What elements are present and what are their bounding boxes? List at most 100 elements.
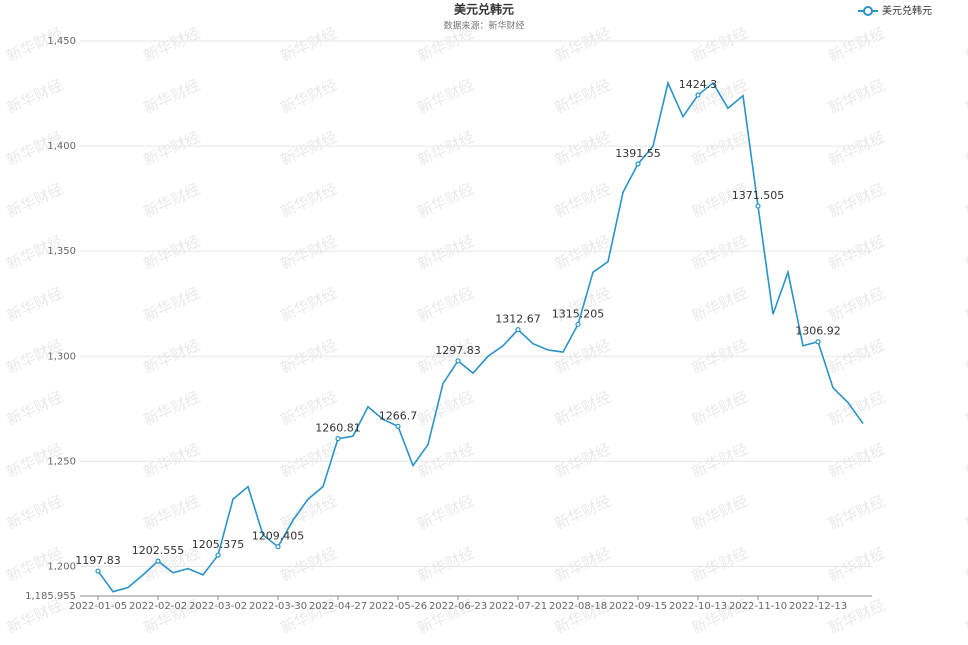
watermark: 新华财经 [552,180,614,222]
x-tick-label: 2022-10-13 [669,601,727,612]
point [515,327,521,333]
y-tick-label: 1,350 [47,246,76,257]
watermark: 新华财经 [552,76,614,118]
data-label: 1209.405 [252,530,305,543]
watermark: 新华财经 [963,440,968,482]
watermark: 新华财经 [415,544,477,586]
data-label: 1202.555 [132,544,185,557]
point [155,558,161,564]
watermark: 新华财经 [689,128,751,170]
watermark: 新华财经 [141,440,203,482]
x-tick-label: 2022-09-15 [609,601,667,612]
watermark: 新华财经 [278,180,340,222]
y-tick-label: 1,450 [47,36,76,47]
watermark: 新华财经 [415,388,477,430]
point [215,552,221,558]
watermark: 新华财经 [963,180,968,222]
x-tick-label: 2022-06-23 [429,601,487,612]
watermark: 新华财经 [552,24,614,66]
x-tick-label: 2022-03-30 [249,601,307,612]
y-tick-label: 1,300 [47,351,76,362]
data-label: 1315.205 [552,307,605,320]
watermark: 新华财经 [963,24,968,66]
watermark: 新华财经 [4,76,66,118]
watermark: 新华财经 [963,544,968,586]
x-tick-label: 2022-07-21 [489,601,547,612]
watermark: 新华财经 [689,492,751,534]
data-label: 1197.83 [75,554,121,567]
watermark: 新华财经 [963,128,968,170]
watermark: 新华财经 [552,128,614,170]
data-label: 1371.505 [732,189,785,202]
watermark: 新华财经 [415,76,477,118]
watermark: 新华财经 [278,128,340,170]
data-label: 1424.3 [679,78,718,91]
watermark: 新华财经 [278,284,340,326]
watermark: 新华财经 [552,544,614,586]
y-tick-label: 1,185.955 [25,591,76,602]
watermark: 新华财经 [689,388,751,430]
watermark: 新华财经 [4,388,66,430]
data-label: 1306.92 [795,325,841,338]
data-label: 1205.375 [192,538,245,551]
y-tick-label: 1,400 [47,141,76,152]
watermark: 新华财经 [141,232,203,274]
chart-subtitle: 数据来源：新华财经 [443,20,524,32]
watermark: 新华财经 [4,180,66,222]
watermark: 新华财经 [552,492,614,534]
point [755,203,761,209]
watermark: 新华财经 [141,24,203,66]
watermark: 新华财经 [141,128,203,170]
watermark: 新华财经 [141,180,203,222]
point [695,92,701,98]
data-label: 1297.83 [435,344,481,357]
point [275,544,281,550]
point [335,436,341,442]
watermark: 新华财经 [963,232,968,274]
watermark: 新华财经 [963,76,968,118]
x-tick-label: 2022-11-10 [729,601,787,612]
watermark: 新华财经 [415,492,477,534]
watermark: 新华财经 [826,284,888,326]
watermark: 新华财经 [689,24,751,66]
point [815,339,821,345]
data-label: 1391.55 [615,147,661,160]
watermark: 新华财经 [141,492,203,534]
watermark: 新华财经 [826,440,888,482]
watermark: 新华财经 [552,440,614,482]
x-tick-label: 2022-05-26 [369,601,427,612]
watermark: 新华财经 [689,544,751,586]
watermark: 新华财经 [415,284,477,326]
watermark: 新华财经 [689,232,751,274]
point [455,358,461,364]
x-tick-label: 2022-03-02 [189,601,247,612]
watermark: 新华财经 [826,492,888,534]
watermark: 新华财经 [963,596,968,638]
x-tick-label: 2022-02-02 [129,601,187,612]
data-label: 1266.7 [379,409,418,422]
point [635,161,641,167]
watermark: 新华财经 [826,180,888,222]
x-tick-label: 2022-12-13 [789,601,847,612]
watermark: 新华财经 [826,128,888,170]
watermark: 新华财经 [963,284,968,326]
watermark: 新华财经 [689,284,751,326]
watermark: 新华财经 [552,232,614,274]
watermark: 新华财经 [278,544,340,586]
data-label: 1260.81 [315,422,361,435]
point [95,568,101,574]
watermark: 新华财经 [826,232,888,274]
watermark: 新华财经 [963,492,968,534]
chart-title: 美元兑韩元 [454,2,514,17]
watermark: 新华财经 [278,232,340,274]
data-label: 1312.67 [495,313,541,326]
x-tick-label: 2022-01-05 [69,601,127,612]
watermark: 新华财经 [4,492,66,534]
watermark: 新华财经 [415,128,477,170]
watermark: 新华财经 [689,440,751,482]
watermark: 新华财经 [415,440,477,482]
watermark: 新华财经 [141,76,203,118]
watermark: 新华财经 [963,388,968,430]
y-tick-label: 1,200 [47,561,76,572]
